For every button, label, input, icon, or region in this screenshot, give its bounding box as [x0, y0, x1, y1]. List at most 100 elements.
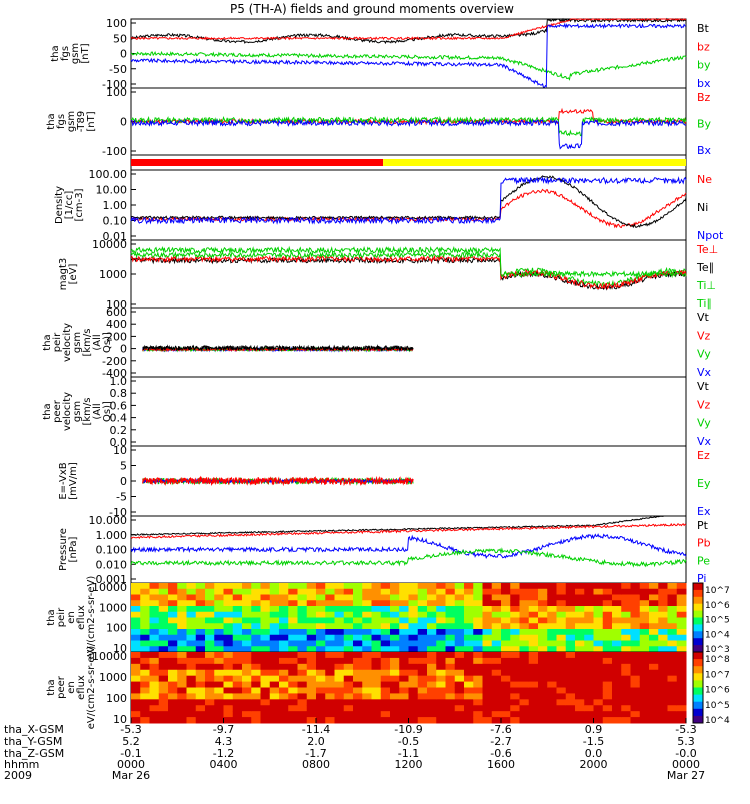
heatmap-cell [417, 675, 428, 683]
heatmap-cell [676, 717, 687, 724]
heatmap-cell [658, 652, 668, 659]
heatmap-cell [325, 646, 335, 653]
heatmap-cell [417, 583, 428, 590]
heatmap-cell [667, 687, 678, 694]
heatmap-cell [186, 646, 197, 653]
heatmap-cell [251, 629, 261, 636]
heatmap-cell [408, 663, 419, 671]
heatmap-cell [362, 646, 372, 653]
heatmap-cell [454, 594, 465, 601]
heatmap-cell [149, 611, 160, 618]
heatmap-cell [260, 681, 271, 688]
heatmap-cell [279, 594, 289, 601]
heatmap-cell [195, 669, 206, 677]
heatmap-cell [380, 583, 391, 590]
heatmap-cell [205, 652, 215, 659]
heatmap-cell [510, 629, 520, 636]
heatmap-cell [639, 705, 650, 712]
heatmap-cell [667, 640, 678, 647]
heatmap-cell [565, 594, 576, 601]
heatmap-cell [362, 681, 372, 688]
heatmap-cell [279, 646, 289, 653]
heatmap-cell [630, 652, 641, 659]
heatmap-cell [667, 675, 678, 683]
heatmap-cell [658, 657, 668, 665]
heatmap-cell [575, 594, 585, 601]
heatmap-cell [501, 640, 511, 647]
heatmap-cell [214, 699, 224, 706]
heatmap-cell [519, 652, 530, 659]
series-line [142, 346, 414, 353]
heatmap-cell [676, 588, 687, 595]
heatmap-cell [371, 617, 382, 624]
heatmap-cell [334, 657, 345, 665]
heatmap-cell [575, 669, 585, 677]
heatmap-cell [621, 711, 631, 718]
heatmap-cell [242, 687, 252, 694]
legend-label: by [697, 59, 711, 72]
heatmap-cell [343, 687, 354, 694]
heatmap-cell [445, 717, 456, 724]
heatmap-cell [362, 699, 372, 706]
heatmap-cell [436, 699, 446, 706]
heatmap-cell [639, 657, 650, 665]
heatmap-cell [269, 687, 280, 694]
heatmap-cell [593, 623, 604, 630]
heatmap-cell [251, 699, 261, 706]
heatmap-cell [602, 681, 613, 688]
heatmap-cell [482, 623, 493, 630]
heatmap-cell [390, 623, 400, 630]
legend-label: Ez [697, 449, 710, 462]
heatmap-cell [556, 640, 567, 647]
heatmap-cell [575, 588, 585, 595]
heatmap-cell [242, 600, 252, 607]
heatmap-cell [491, 663, 502, 671]
heatmap-cell [612, 705, 622, 712]
heatmap-cell [149, 663, 160, 671]
heatmap-cell [131, 687, 141, 694]
heatmap-cell [260, 594, 271, 601]
heatmap-cell [399, 640, 409, 647]
heatmap-cell [343, 699, 354, 706]
heatmap-cell [316, 588, 326, 595]
heatmap-cell [547, 669, 557, 677]
heatmap-cell [269, 717, 280, 724]
heatmap-cell [168, 646, 178, 653]
heatmap-cell [232, 634, 243, 641]
heatmap-cell [639, 634, 650, 641]
heatmap-cell [186, 675, 197, 683]
colorbar-segment [693, 631, 703, 639]
heatmap-cell [214, 657, 224, 665]
heatmap-cell [343, 675, 354, 683]
heatmap-cell [260, 629, 271, 636]
legend-label: Pe [697, 554, 710, 567]
heatmap-cell [158, 711, 169, 718]
heatmap-cell [556, 629, 567, 636]
heatmap-cell [316, 693, 326, 700]
heatmap-cell [195, 611, 206, 618]
heatmap-cell [279, 606, 289, 613]
heatmap-cell [445, 711, 456, 718]
heatmap-cell [445, 705, 456, 712]
heatmap-cell [242, 717, 252, 724]
heatmap-cell [149, 705, 160, 712]
heatmap-cell [436, 675, 446, 683]
heatmap-cell [390, 669, 400, 677]
heatmap-cell [575, 629, 585, 636]
heatmap-cell [334, 717, 345, 724]
heatmap-cell [149, 646, 160, 653]
heatmap-cell [195, 606, 206, 613]
heatmap-cell [417, 681, 428, 688]
heatmap-cell [658, 705, 668, 712]
heatmap-cell [547, 711, 557, 718]
heatmap-cell [232, 717, 243, 724]
heatmap-cell [205, 588, 215, 595]
heatmap-cell [353, 634, 363, 641]
heatmap-cell [380, 705, 391, 712]
heatmap-cell [306, 634, 317, 641]
colorbar-segment [693, 687, 703, 696]
heatmap-cell [390, 717, 400, 724]
heatmap-cell [168, 657, 178, 665]
heatmap-cell [334, 640, 345, 647]
